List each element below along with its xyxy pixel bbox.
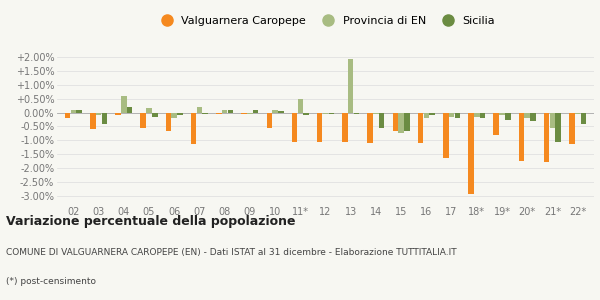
Bar (474, 112, 479, 117)
Bar (317, 112, 322, 142)
Bar (379, 112, 385, 128)
Bar (266, 112, 272, 128)
Bar (404, 112, 410, 130)
Bar (152, 112, 158, 117)
Bar (373, 112, 379, 114)
Bar (443, 112, 449, 158)
Bar (96, 112, 101, 116)
Bar (468, 112, 474, 194)
Bar (550, 112, 555, 128)
Bar (449, 112, 454, 117)
Bar (575, 112, 580, 114)
Bar (392, 112, 398, 130)
Text: Variazione percentuale della popolazione: Variazione percentuale della popolazione (6, 214, 296, 227)
Bar (398, 112, 404, 134)
Bar (121, 96, 127, 112)
Bar (191, 112, 196, 145)
Bar (166, 112, 171, 130)
Bar (115, 112, 121, 116)
Bar (241, 112, 247, 114)
Bar (172, 112, 177, 118)
Bar (518, 112, 524, 161)
Bar (430, 112, 435, 116)
Bar (202, 112, 208, 114)
Bar (272, 110, 278, 112)
Bar (298, 99, 303, 112)
Bar (146, 109, 152, 112)
Bar (140, 112, 146, 128)
Bar (177, 112, 183, 116)
Legend: Valguarnera Caropepe, Provincia di EN, Sicilia: Valguarnera Caropepe, Provincia di EN, S… (151, 12, 500, 31)
Bar (323, 112, 328, 114)
Bar (90, 112, 95, 129)
Bar (253, 110, 259, 112)
Bar (418, 112, 424, 143)
Bar (581, 112, 586, 124)
Bar (354, 112, 359, 114)
Bar (455, 112, 460, 118)
Bar (424, 112, 429, 118)
Bar (530, 112, 536, 121)
Bar (493, 112, 499, 135)
Text: (*) post-censimento: (*) post-censimento (6, 278, 96, 286)
Bar (247, 112, 253, 114)
Bar (216, 112, 221, 114)
Bar (367, 112, 373, 143)
Bar (499, 112, 505, 116)
Bar (222, 110, 227, 112)
Bar (278, 111, 284, 112)
Bar (556, 112, 561, 142)
Bar (524, 112, 530, 118)
Bar (304, 112, 309, 116)
Bar (342, 112, 347, 142)
Bar (544, 112, 550, 163)
Bar (348, 58, 353, 112)
Bar (127, 107, 133, 112)
Bar (227, 110, 233, 112)
Bar (71, 110, 76, 112)
Bar (329, 112, 334, 114)
Bar (197, 107, 202, 112)
Bar (65, 112, 70, 118)
Bar (76, 110, 82, 112)
Bar (101, 112, 107, 124)
Bar (505, 112, 511, 119)
Bar (569, 112, 575, 145)
Bar (480, 112, 485, 118)
Bar (292, 112, 297, 142)
Text: COMUNE DI VALGUARNERA CAROPEPE (EN) - Dati ISTAT al 31 dicembre - Elaborazione T: COMUNE DI VALGUARNERA CAROPEPE (EN) - Da… (6, 248, 457, 256)
